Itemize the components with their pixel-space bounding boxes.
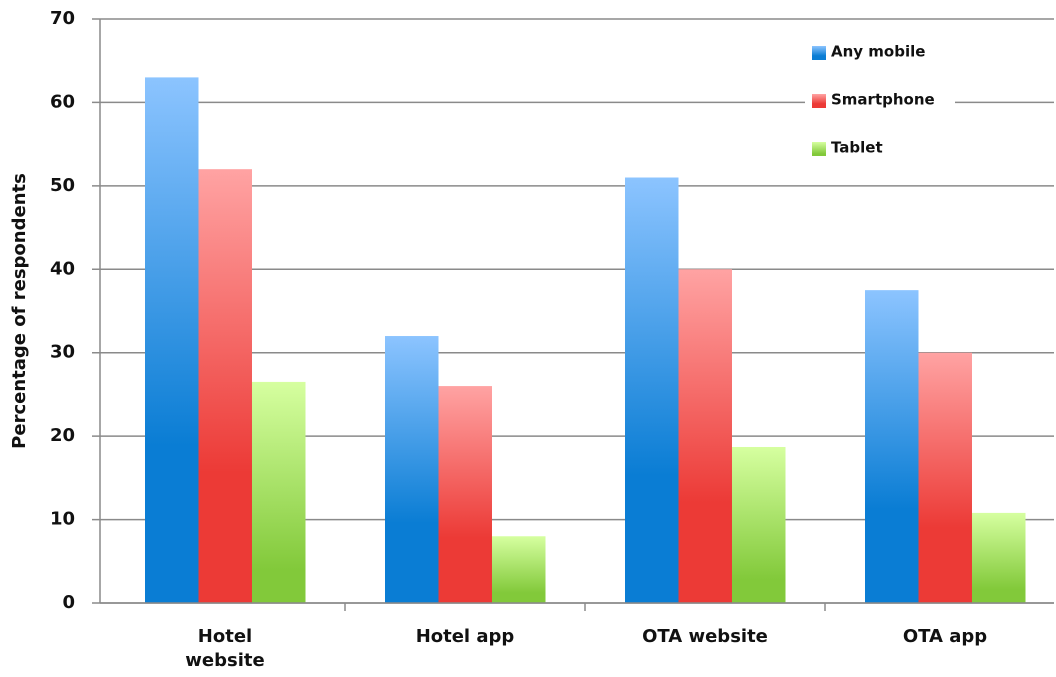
legend-label: Smartphone <box>831 91 935 109</box>
bar <box>145 77 199 603</box>
bar <box>252 381 306 603</box>
bar <box>438 386 492 603</box>
legend-label: Tablet <box>831 139 883 157</box>
bar <box>492 536 546 603</box>
bar <box>732 446 786 603</box>
y-tick-label: 20 <box>50 425 75 446</box>
legend-swatch <box>812 46 826 60</box>
bar <box>625 177 679 603</box>
bar <box>972 512 1026 603</box>
legend-background <box>805 30 955 170</box>
legend-label: Any mobile <box>831 43 925 61</box>
y-tick-label: 50 <box>50 175 75 196</box>
y-tick-label: 30 <box>50 342 75 363</box>
bar <box>385 336 439 603</box>
legend: Any mobile Smartphone Tablet <box>805 30 955 170</box>
bar <box>918 352 972 603</box>
bar <box>865 290 919 603</box>
y-tick-label: 70 <box>50 8 75 29</box>
legend-swatch <box>812 142 826 156</box>
y-tick-label: 60 <box>50 91 75 112</box>
y-tick-label: 40 <box>50 258 75 279</box>
x-tick-label: Hotel app <box>415 626 515 647</box>
bar <box>678 269 732 603</box>
legend-swatch <box>812 94 826 108</box>
y-tick-label: 0 <box>62 592 75 613</box>
y-tick-label: 10 <box>50 509 75 530</box>
bar <box>198 169 252 603</box>
x-tick-label: OTA website <box>642 626 768 647</box>
x-tick-label: Hotel website <box>185 626 265 671</box>
y-axis-label: Percentage of respondents <box>9 173 30 449</box>
x-tick-label: OTA app <box>902 626 988 647</box>
